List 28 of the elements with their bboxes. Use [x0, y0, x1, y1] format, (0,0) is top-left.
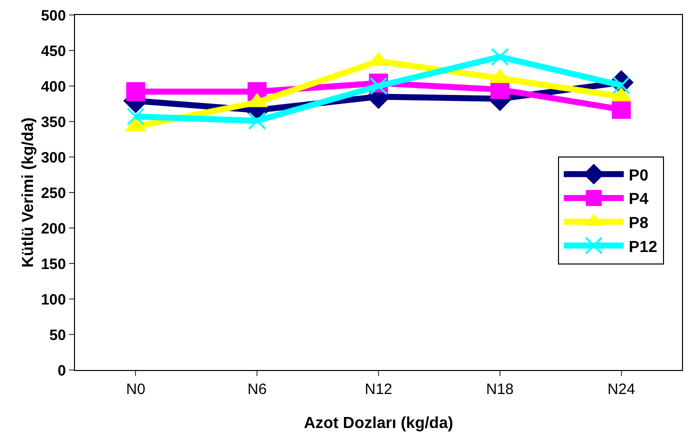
legend-label: P4 — [628, 191, 648, 208]
y-tick-label: 250 — [40, 184, 66, 202]
point — [370, 77, 388, 95]
y-tick-label: 400 — [40, 78, 66, 96]
y-tick-label: 0 — [58, 362, 66, 380]
legend-label: P8 — [628, 214, 648, 232]
y-tick-label: 450 — [40, 42, 66, 60]
y-tick-label: 500 — [40, 7, 66, 24]
x-tick-label: N12 — [364, 381, 392, 398]
y-tick-label: 150 — [40, 256, 66, 273]
point — [248, 112, 266, 130]
x-tick-label: N18 — [486, 381, 514, 398]
point — [126, 108, 145, 126]
y-tick-label: 300 — [40, 149, 66, 166]
point — [612, 100, 631, 119]
x-tick-label: N0 — [126, 381, 146, 398]
x-axis-title: Azot Dozları (kg/da) — [304, 415, 454, 432]
y-tick-label: 50 — [49, 326, 66, 344]
point — [490, 48, 509, 66]
point — [126, 82, 146, 102]
y-axis-title: Kütlü Verimi (kg/da) — [20, 117, 37, 268]
y-tick-label: 350 — [40, 114, 66, 131]
x-tick-label: N24 — [608, 381, 636, 398]
y-tick-label: 200 — [40, 220, 66, 238]
legend-label: P12 — [628, 238, 658, 256]
x-tick-label: N6 — [248, 381, 267, 398]
y-tick-label: 100 — [40, 291, 66, 308]
legend-label: P0 — [628, 167, 648, 184]
